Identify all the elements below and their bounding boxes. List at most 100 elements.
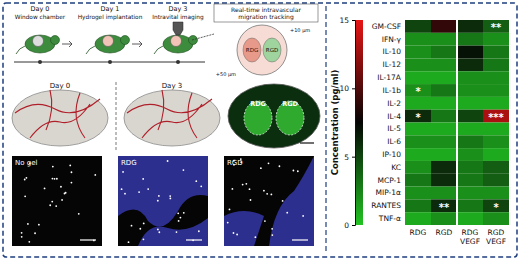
cell-dot [231,188,233,190]
objective-icon [173,22,183,35]
mouse-body [25,35,55,53]
cell-dot [143,222,145,224]
micrograph-label: No gel [15,159,37,167]
row-label: IFN-γ [382,35,402,44]
significance-label: ** [439,202,450,213]
cell-dot [229,209,231,211]
significance-label: * [493,202,499,213]
stage-label: Window chamber [15,14,66,20]
heatmap-cell [405,97,431,110]
cell-dot [178,220,180,222]
cell-dot [157,229,159,231]
column-labels: RDGRGDRDGVEGFRGDVEGF [410,228,506,246]
cell-dot [61,199,63,201]
heatmap-cell [431,123,457,136]
tracking-diagram: Real-time intravascularmigration trackin… [214,4,318,78]
cell-dot [158,195,160,197]
heatmap-cell [457,33,483,46]
diagram-title: migration tracking [238,13,294,21]
heatmap-cell [483,187,509,200]
fluorescence-photo [228,84,320,148]
heatmap-cell [483,33,509,46]
row-label: IL-12 [382,60,401,69]
heatmap-cell [483,46,509,59]
scale-bar [186,239,202,240]
cell-dot [195,180,197,182]
column-label: RDG [410,228,427,237]
cell-dot [179,217,181,219]
cell-dot [21,232,23,234]
window-chamber [33,36,44,47]
cell-dot [71,171,73,173]
row-label: KC [391,163,401,172]
cell-dot [158,231,160,233]
colorbar [355,20,363,225]
cell-dot [264,220,266,222]
blood-vessels [15,90,100,138]
column-label: RGD [436,228,453,237]
cell-dot [49,204,51,206]
heatmap-cell [483,148,509,161]
cell-dot [302,215,304,217]
row-label: IL-2 [387,99,401,108]
cell-dot [279,165,281,167]
cell-dot [71,182,73,184]
cell-dot [44,188,46,190]
column-label-line: VEGF [460,237,480,246]
diagram-title: Real-time intravascular [231,6,301,13]
cell-dot [55,205,57,207]
heatmap-cell [431,71,457,84]
heatmap-cell [431,97,457,110]
photo-divider [116,82,117,150]
scale-bar [80,239,96,240]
cell-dot [266,193,268,195]
heatmap-cell [405,71,431,84]
row-label: MIP-1α [376,188,402,197]
fluorescent-gel [244,101,272,135]
figure-svg: Day 0Window chamberDay 1Hydrogel implant… [0,0,520,260]
row-label: IL-1b [383,86,402,95]
diagram-gel [243,38,261,62]
colorbar-axis-line [352,21,356,226]
row-tick: IL-5 [387,124,405,133]
colorbar-tick-line [352,157,355,158]
blood-vessels [127,90,212,138]
heatmap-cell [405,187,431,200]
colorbar-tick: 15 [339,16,355,25]
cell-dot [69,165,71,167]
heatmap-cell [405,46,431,59]
cell-dot [54,178,56,180]
window-photo [12,90,108,146]
outer-border [3,3,517,257]
cell-dot [122,171,124,173]
cell-dot [245,183,247,185]
mouse-tail [86,46,95,54]
heatmap-cell [457,199,483,212]
heatmap-cell [431,84,457,97]
heatmap-cell [483,20,509,33]
cell-dot [254,236,256,238]
row-tick: IL-10 [382,47,405,56]
mouse-head [51,36,60,45]
heatmap-cell [457,46,483,59]
cell-dot [26,177,28,179]
cell-dot [78,213,80,215]
timeline-dot [108,60,112,64]
heatmap-cell [431,135,457,148]
micrograph-bg [118,156,208,246]
significance-marks: ********** [415,22,504,212]
heatmap-cell [457,58,483,71]
heatmap-cell [457,84,483,97]
colorbar-tick: 0 [344,221,355,230]
heatmap-cell [431,161,457,174]
heatmap-cell [457,20,483,33]
gel-region [118,156,208,227]
stage-arrow [62,41,72,47]
cell-dot [169,198,171,200]
heatmap-cell [483,84,509,97]
row-tick: IL-4 [387,111,405,120]
row-tick: GM-CSF [372,22,405,31]
fluorescent-gel [276,101,304,135]
cell-dot [124,193,126,195]
micrograph-label: RGD [227,159,243,167]
